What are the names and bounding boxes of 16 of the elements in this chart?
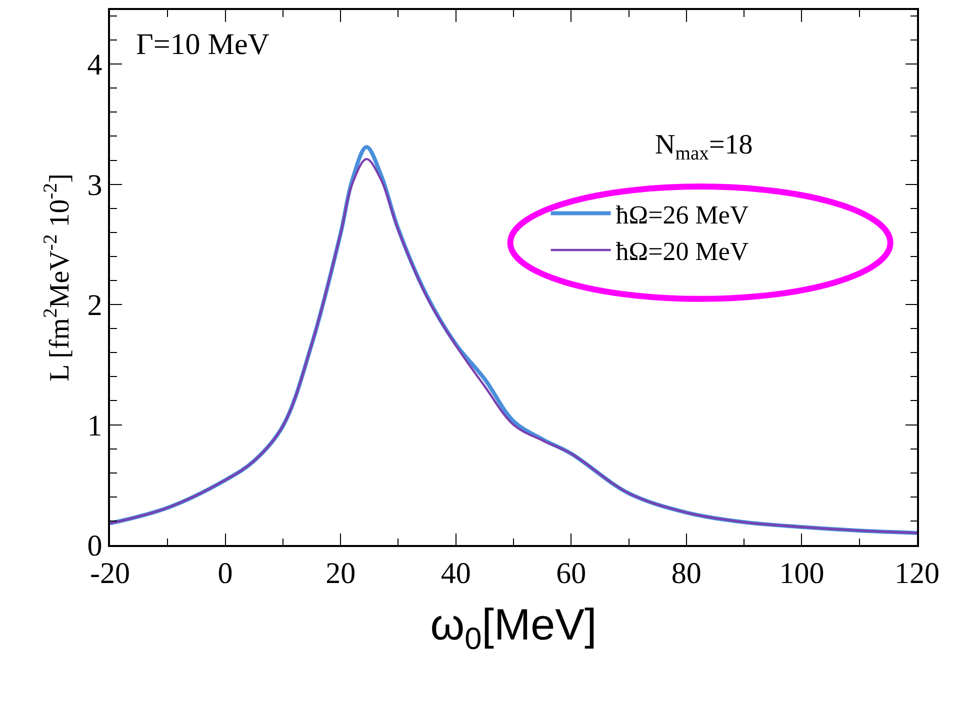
y-tick-label: 4 xyxy=(87,48,102,82)
legend-label: ħΩ=26 MeV xyxy=(616,200,749,230)
x-axis-title: ω$_{0}$[MeV] xyxy=(430,600,597,656)
x-tick-label: 100 xyxy=(779,556,824,590)
x-tick-label: 0 xyxy=(218,556,233,590)
x-tick-label: 80 xyxy=(671,556,702,590)
legend-title: N$_{max}$=18 xyxy=(655,129,753,164)
annotation: Γ=10 MeV xyxy=(136,28,270,61)
y-tick-label: 1 xyxy=(87,409,102,442)
legend-label: ħΩ=20 MeV xyxy=(616,237,749,266)
x-tick-label: 120 xyxy=(894,556,940,590)
x-tick-label: 20 xyxy=(326,556,356,590)
y-tick-label: 2 xyxy=(87,289,102,322)
x-tick-label: 40 xyxy=(440,556,471,590)
x-tick-label: 60 xyxy=(556,556,586,590)
y-tick-label: 3 xyxy=(87,168,102,202)
